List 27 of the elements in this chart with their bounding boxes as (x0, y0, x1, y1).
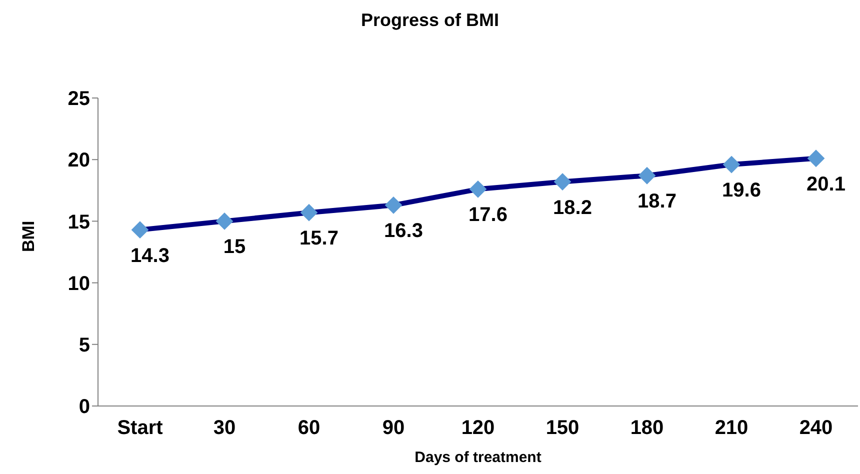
data-label: 19.6 (722, 180, 761, 202)
y-axis-title: BMI (19, 220, 38, 252)
x-tick-label: 30 (213, 417, 236, 440)
y-tick-label: 25 (68, 88, 90, 110)
data-label: 15 (223, 236, 246, 258)
y-tick-label: 20 (68, 150, 90, 172)
x-tick-label: 180 (630, 417, 664, 440)
x-tick-label: 120 (461, 417, 495, 440)
x-tick-label: 210 (714, 417, 748, 440)
y-tick-label: 10 (68, 272, 90, 295)
x-tick-label: 90 (382, 417, 405, 440)
data-label: 15.7 (300, 228, 338, 250)
x-axis-title: Days of treatment (414, 449, 542, 466)
x-tick-label: Start (117, 417, 164, 440)
y-tick-label: 15 (68, 211, 90, 234)
data-label: 18.2 (553, 196, 592, 219)
x-tick-label: 150 (546, 417, 580, 440)
data-label: 18.7 (638, 190, 676, 213)
data-label: 14.3 (130, 244, 170, 267)
y-tick-label: 5 (78, 334, 90, 356)
y-tick-label: 0 (78, 396, 90, 418)
x-tick-label: 60 (298, 417, 320, 440)
x-tick-label: 240 (799, 417, 833, 440)
data-label: 16.3 (384, 220, 423, 242)
chart-title: Progress of BMI (360, 10, 500, 31)
data-label: 20.1 (806, 173, 846, 196)
data-label: 17.6 (468, 204, 508, 226)
